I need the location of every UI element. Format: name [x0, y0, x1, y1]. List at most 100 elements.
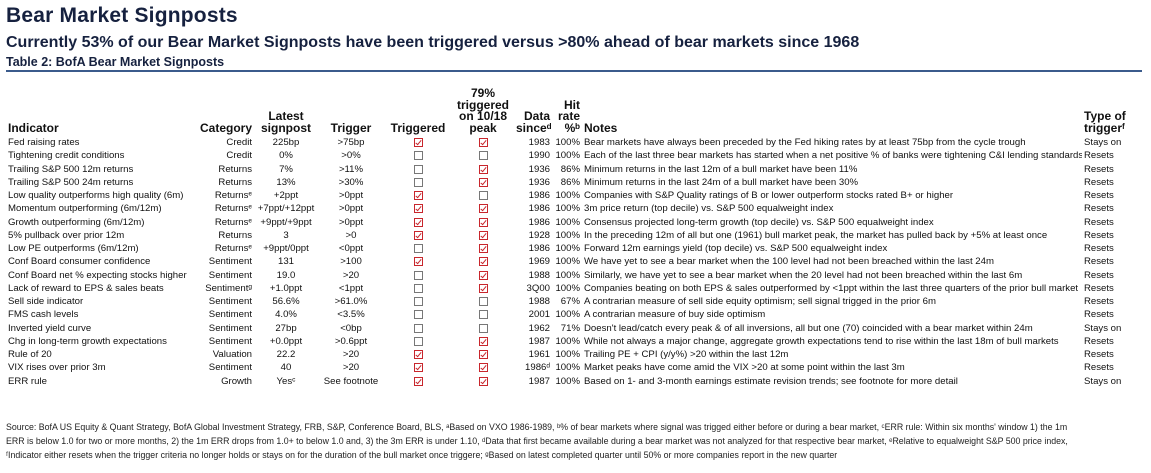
cell-triggered [384, 348, 452, 361]
cell-data-since: 1928 [528, 229, 550, 241]
cell-peak-triggered [452, 163, 514, 176]
page-subtitle: Currently 53% of our Bear Market Signpos… [6, 34, 860, 51]
cell-hit-rate: 100% [555, 229, 580, 241]
cell-indicator: Chg in long-term growth expectations [8, 335, 167, 347]
unchecked-box-icon [413, 151, 423, 161]
checked-box-icon [478, 350, 488, 360]
cell-peak-triggered [452, 216, 514, 229]
cell-notes: A contrarian measure of sell side equity… [584, 296, 936, 308]
cell-triggered [384, 176, 452, 189]
unchecked-box-icon [413, 297, 423, 307]
cell-indicator: Low PE outperforms (6m/12m) [8, 243, 139, 255]
cell-trigger: >0ppt [338, 216, 364, 228]
cell-latest-signpost: +1.0ppt [269, 282, 303, 294]
checked-box-icon [413, 350, 423, 360]
cell-hit-rate: 67% [560, 296, 580, 308]
cell-type-of-trigger: Resets [1084, 335, 1114, 347]
unchecked-box-icon [413, 270, 423, 280]
table-title: Table 2: BofA Bear Market Signposts [6, 55, 225, 69]
cell-data-since: 1987 [528, 335, 550, 347]
cell-type-of-trigger: Resets [1084, 256, 1114, 268]
cell-latest-signpost: 27bp [275, 322, 297, 334]
cell-category: Valuation [212, 349, 252, 361]
cell-indicator: Trailing S&P 500 12m returns [8, 163, 134, 175]
cell-notes: Trailing PE + CPI (y/y%) >20 within the … [584, 349, 789, 361]
cell-notes: Doesn't lead/catch every peak & of all i… [584, 322, 1033, 334]
cell-triggered [384, 163, 452, 176]
table-row: ERR rule Growth Yesᶜ See footnote 1987 100% Ba… [6, 375, 1142, 388]
cell-peak-triggered [452, 149, 514, 162]
cell-latest-signpost: 13% [276, 176, 296, 188]
table-row: Fed raising rates Credit 225bp >75bp 1983 100… [6, 136, 1142, 149]
cell-peak-triggered [452, 269, 514, 282]
cell-triggered [384, 229, 452, 242]
cell-triggered [384, 375, 452, 388]
checked-box-icon [413, 376, 423, 386]
cell-triggered [384, 335, 452, 348]
cell-hit-rate: 86% [560, 163, 580, 175]
cell-notes: Companies with S&P Quality ratings of B … [584, 190, 954, 202]
cell-indicator: 5% pullback over prior 12m [8, 229, 125, 241]
checked-box-icon [478, 270, 488, 280]
unchecked-box-icon [478, 191, 488, 201]
cell-data-since: 1986ᵈ [525, 362, 550, 374]
table-row: Sell side indicator Sentiment 56.6% >61.0% 1… [6, 295, 1142, 308]
cell-notes: We have yet to see a bear market when th… [584, 256, 994, 268]
cell-triggered [384, 255, 452, 268]
cell-category: Returnsᵉ [214, 203, 252, 215]
cell-peak-triggered [452, 202, 514, 215]
cell-type-of-trigger: Resets [1084, 282, 1114, 294]
title-divider [6, 70, 1142, 72]
cell-notes: 3m price return (top decile) vs. S&P 500… [584, 203, 834, 215]
cell-indicator: Conf Board consumer confidence [8, 256, 151, 268]
cell-latest-signpost: +9ppt/+9ppt [260, 216, 312, 228]
checked-box-icon [478, 283, 488, 293]
unchecked-box-icon [413, 283, 423, 293]
cell-trigger: See footnote [323, 375, 379, 387]
cell-category: Returnsᵉ [214, 243, 252, 255]
cell-trigger: >100 [340, 256, 362, 268]
checked-box-icon [478, 363, 488, 373]
cell-trigger: >30% [338, 176, 364, 188]
cell-indicator: Rule of 20 [8, 349, 52, 361]
table-row: VIX rises over prior 3m Sentiment 40 >20 198… [6, 361, 1142, 374]
cell-data-since: 1988 [528, 269, 550, 281]
table-header-row: Indicator Category Latest signpost Trigg… [6, 73, 1142, 136]
cell-type-of-trigger: Resets [1084, 362, 1114, 374]
cell-triggered [384, 269, 452, 282]
cell-indicator: Sell side indicator [8, 296, 84, 308]
cell-notes: Forward 12m earnings yield (top decile) … [584, 243, 888, 255]
cell-peak-triggered [452, 242, 514, 255]
cell-hit-rate: 100% [555, 256, 580, 268]
cell-hit-rate: 100% [555, 203, 580, 215]
cell-data-since: 1988 [528, 296, 550, 308]
table-row: Low PE outperforms (6m/12m) Returnsᵉ +9ppt… [6, 242, 1142, 255]
cell-trigger: >0% [341, 150, 361, 162]
cell-category: Sentiment [208, 322, 252, 334]
cell-type-of-trigger: Stays on [1084, 375, 1122, 387]
cell-data-since: 3Q00 [526, 282, 550, 294]
cell-trigger: >0ppt [338, 203, 364, 215]
cell-type-of-trigger: Resets [1084, 229, 1114, 241]
cell-notes: Similarly, we have yet to see a bear mar… [584, 269, 1023, 281]
cell-indicator: Tightening credit conditions [8, 150, 125, 162]
cell-trigger: >61.0% [334, 296, 368, 308]
cell-latest-signpost: 19.0 [276, 269, 296, 281]
cell-category: Credit [226, 137, 252, 149]
table-row: Conf Board net % expecting stocks higher… [6, 269, 1142, 282]
cell-indicator: ERR rule [8, 375, 47, 387]
cell-type-of-trigger: Resets [1084, 269, 1114, 281]
unchecked-box-icon [413, 177, 423, 187]
cell-notes: Based on 1- and 3-month earnings estimat… [584, 375, 958, 387]
cell-type-of-trigger: Resets [1084, 309, 1114, 321]
cell-type-of-trigger: Resets [1084, 216, 1114, 228]
cell-triggered [384, 149, 452, 162]
cell-category: Sentiment [208, 296, 252, 308]
cell-latest-signpost: 40 [280, 362, 292, 374]
header-notes: Notes [584, 120, 618, 135]
cell-trigger: >20 [342, 362, 360, 374]
header-trigger: Trigger [330, 120, 372, 135]
header-triggered: Triggered [390, 120, 446, 135]
source-line: Source: BofA US Equity & Quant Strategy,… [6, 422, 1068, 432]
